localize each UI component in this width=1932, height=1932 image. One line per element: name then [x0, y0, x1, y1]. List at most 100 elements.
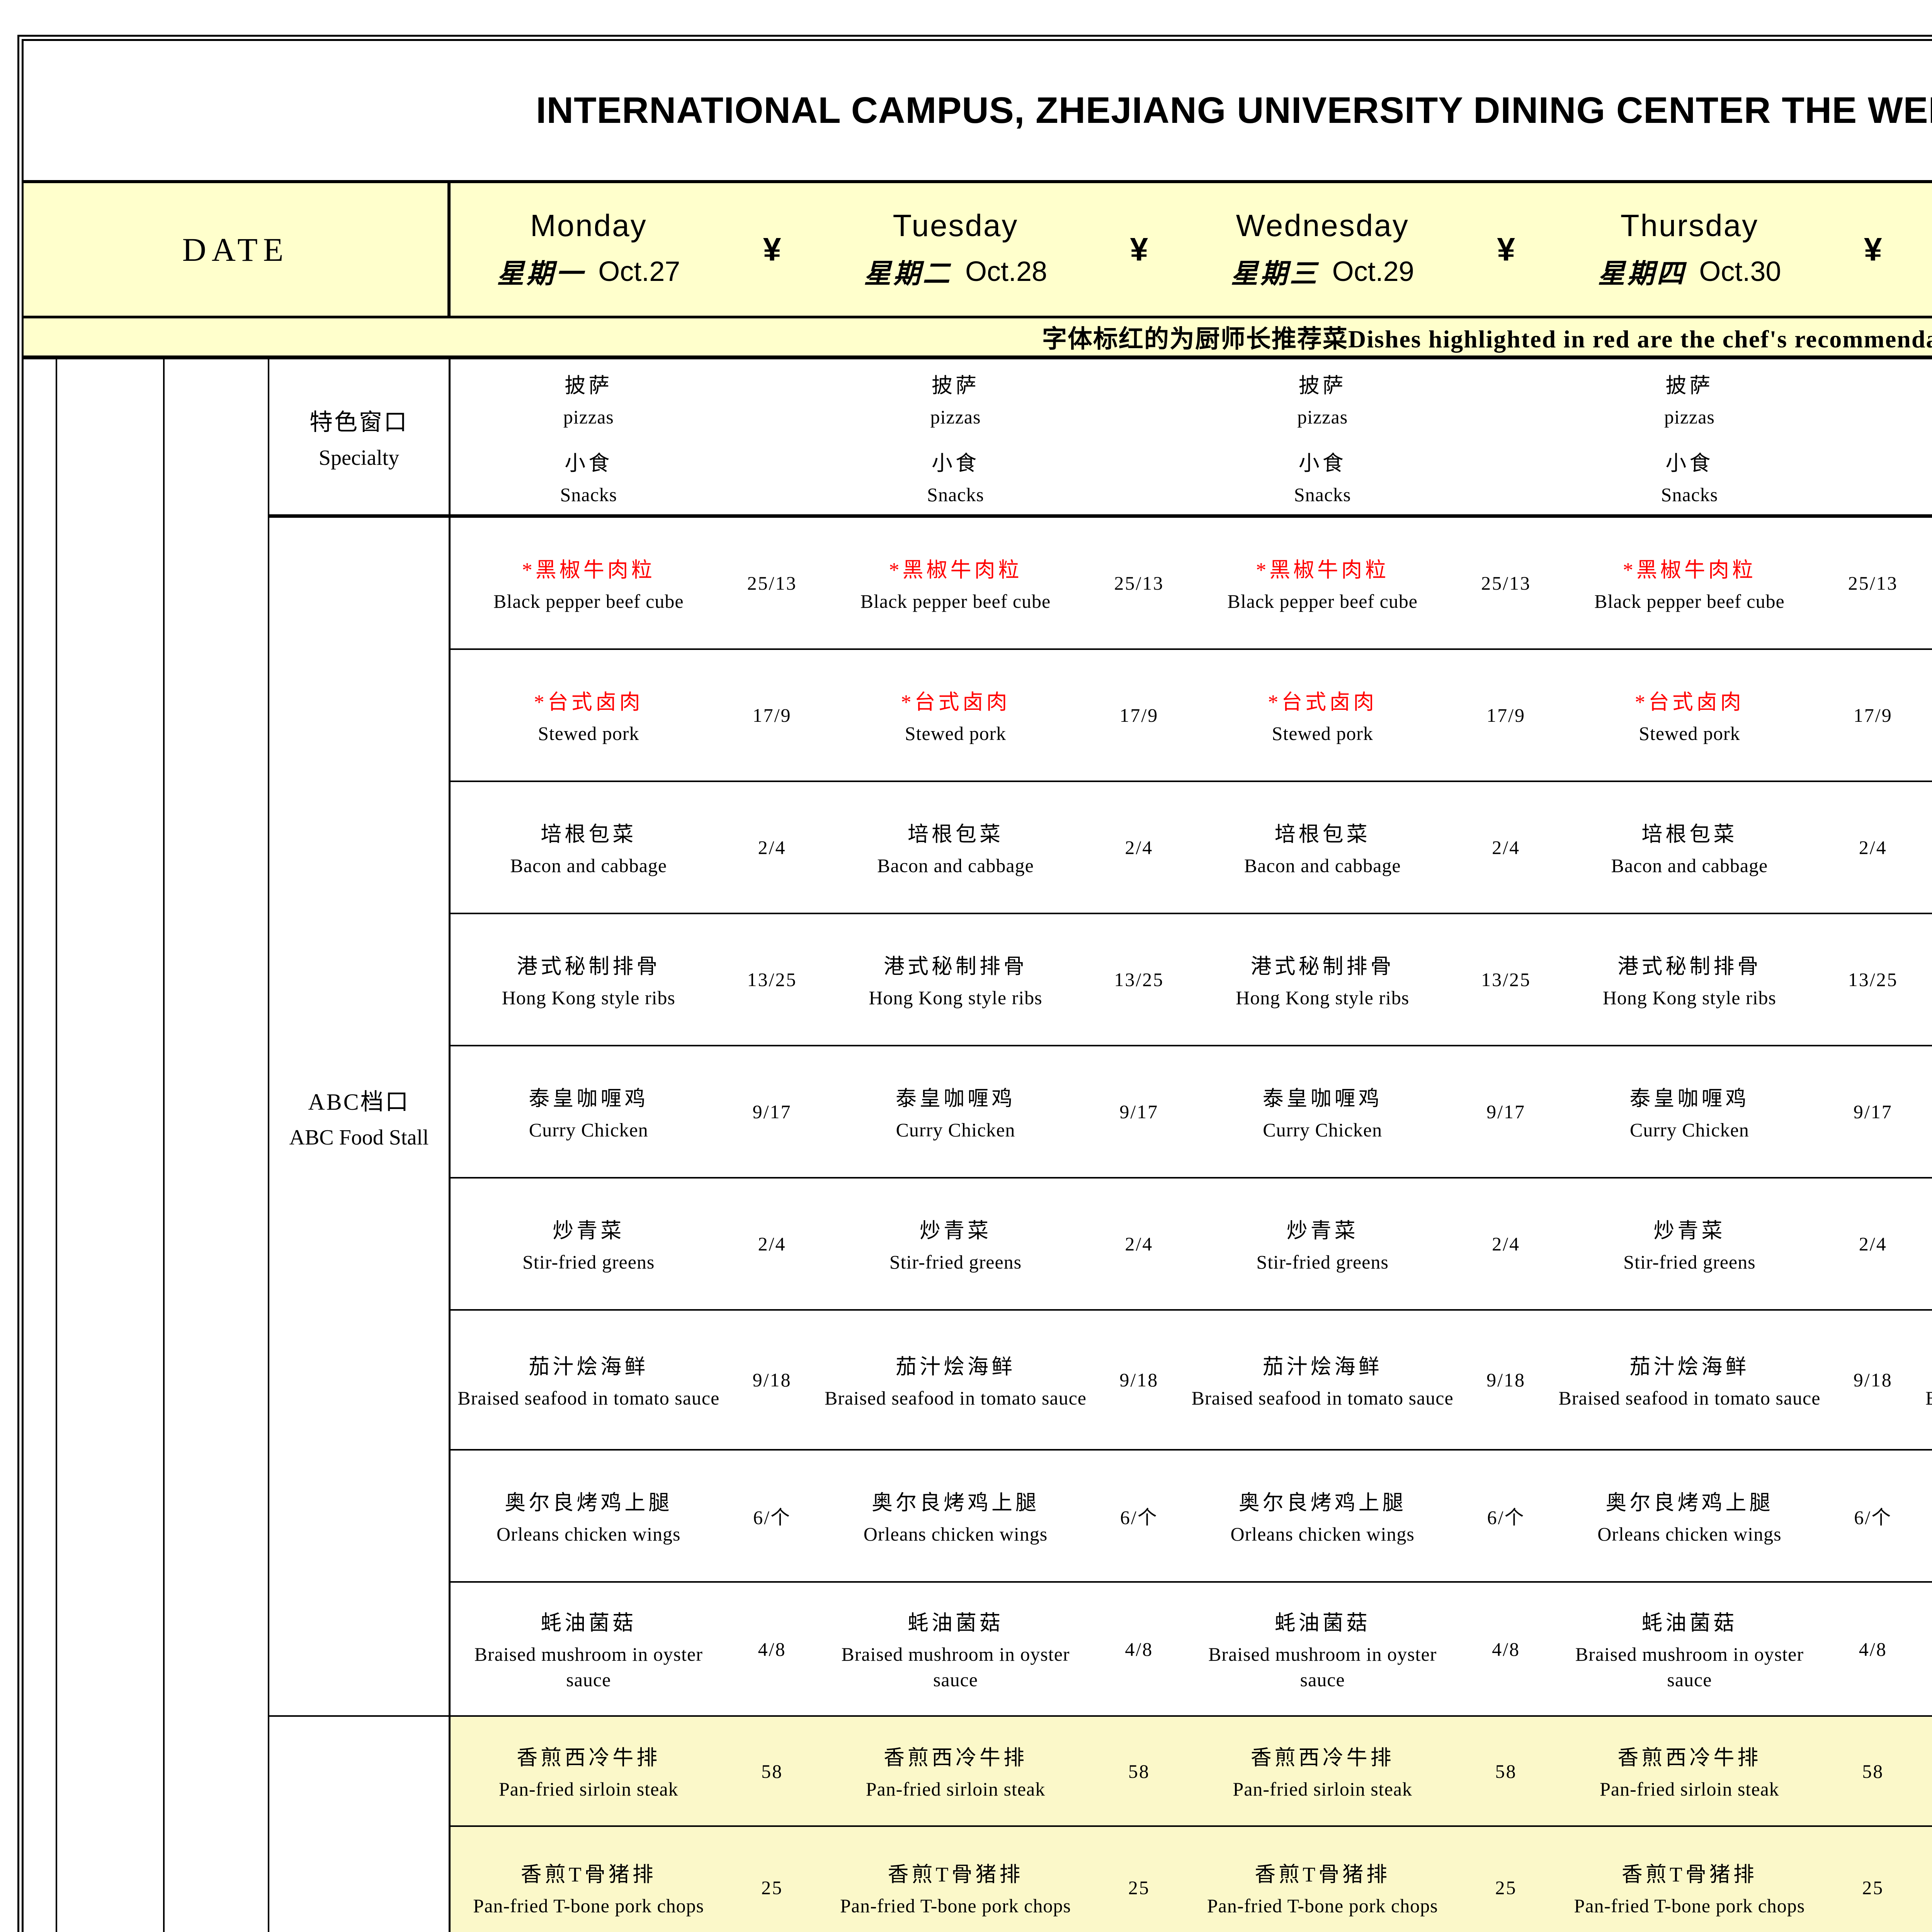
dish-price: 6/个 — [1120, 1507, 1158, 1528]
dish-price: 13/25 — [747, 969, 797, 990]
left-spacer-column-a — [57, 359, 165, 1932]
dish-price-cell: 25 — [1827, 1827, 1918, 1932]
dish-price-cell: 9/18 — [1460, 1311, 1552, 1451]
dish-price-cell: 58 — [1827, 1717, 1918, 1827]
dish-name-zh: 蚝油菌菇 — [907, 1611, 1003, 1634]
day-header-main: Tuesday 星期二 Oct.28 — [818, 183, 1094, 316]
day-date: Oct.29 — [1332, 256, 1414, 287]
dish-name-cell: 小食 Snacks — [451, 439, 727, 518]
dish-price: 4/8 — [1859, 1638, 1887, 1660]
dish-price-cell: 2/4 — [1827, 782, 1918, 914]
dish-name-en: Braised seafood in tomato sauce — [1925, 1385, 1932, 1411]
dish-name-en: Braised seafood in tomato sauce — [1558, 1387, 1821, 1409]
dish-name-en: Curry Chicken — [1630, 1119, 1749, 1141]
dish-name-cell: 香煎T骨猪排 Pan-fried T-bone pork chops — [817, 1827, 1094, 1932]
dish-price: 13/25 — [1114, 969, 1164, 990]
dish-price: 9/17 — [1853, 1101, 1893, 1122]
dish-name-zh-chef-recommended: *台式卤肉 — [1268, 690, 1378, 714]
dish-name-en: Black pepper beef cube — [493, 590, 684, 612]
dish-name-en: Black pepper beef cube — [1227, 590, 1418, 612]
day-date: Oct.30 — [1699, 256, 1781, 287]
date-header-row: DATE Monday 星期一 Oct.27 ¥ Tuesday 星期二 Oct.28 ¥ We… — [24, 183, 1932, 318]
dish-name-en: Orleans chicken wings — [497, 1523, 681, 1545]
dish-name-en: Braised mushroom in oyster sauce — [474, 1643, 703, 1690]
dish-price: 2/4 — [758, 1233, 786, 1255]
dish-name-cell: 泰皇咖喱鸡 Curry Chicken — [1551, 1046, 1828, 1179]
dish-price-cell — [1094, 359, 1184, 439]
dish-price: 6/个 — [1487, 1507, 1525, 1528]
dish-price-cell — [727, 359, 818, 439]
dish-price: 2/4 — [1492, 1233, 1520, 1255]
dish-price-cell: 9/17 — [1094, 1046, 1185, 1179]
menu-grid: 特色窗口 Specialty ABC档口 ABC Food Stall 披萨 pizzas… — [24, 359, 1932, 1932]
dish-price-cell: 9/18 — [1094, 1311, 1185, 1451]
dish-name-zh: 培根包菜 — [907, 822, 1003, 846]
stall-name-en: Specialty — [318, 446, 400, 470]
dish-name-zh: 茄汁烩海鲜 — [1629, 1355, 1750, 1378]
day-name-zh: 星期二 — [864, 259, 952, 289]
dish-price-cell: 9/18 — [726, 1311, 818, 1451]
dish-price-cell: 4/8 — [1094, 1583, 1185, 1717]
day-subline: 星期一 Oct.27 — [497, 252, 680, 291]
dish-name-zh: 香煎T骨猪排 — [1255, 1862, 1391, 1886]
dish-name-en: Stir-fried greens — [889, 1251, 1022, 1273]
dish-price-cell — [1094, 439, 1185, 518]
dish-name-zh: 茄汁烩海鲜 — [1262, 1355, 1383, 1378]
dish-name-en: pizzas — [1664, 406, 1715, 428]
dish-name-cell: 香煎西冷牛排 Pan-fried sirloin steak — [817, 1717, 1094, 1827]
dish-name-en: pizzas — [563, 406, 614, 428]
dish-price: 9/18 — [752, 1369, 792, 1391]
dish-name-zh: 炒青菜 — [1653, 1219, 1726, 1242]
dish-price: 2/4 — [758, 837, 786, 858]
dish-name-cell: 香煎T骨猪排 Pan-fried T-bone pork chops — [451, 1827, 727, 1932]
dish-price: 25/13 — [1848, 572, 1898, 594]
dish-price-cell: 4/8 — [726, 1583, 818, 1717]
day-name-en: Thursday — [1620, 208, 1759, 243]
dish-name-en: Pan-fried sirloin steak — [1600, 1778, 1779, 1800]
dish-price-cell: 25 — [726, 1827, 818, 1932]
day-subline: 星期四 Oct.30 — [1598, 252, 1781, 291]
dish-name-en: Stewed pork — [538, 722, 639, 744]
yen-icon: ¥ — [1130, 231, 1148, 267]
dish-name-zh-chef-recommended: *台式卤肉 — [1634, 690, 1744, 714]
left-edge-column — [24, 359, 57, 1932]
dish-name-zh: 小食 — [1665, 451, 1714, 475]
dish-name-cell: 小食 Snacks — [1184, 439, 1461, 518]
dish-price-cell: 17/9 — [1460, 650, 1552, 782]
dish-name-zh: 奥尔良烤鸡上腿 — [1238, 1491, 1406, 1514]
dish-name-en: Pan-fried sirloin steak — [1233, 1778, 1412, 1800]
dish-name-zh: 培根包菜 — [541, 822, 637, 846]
dish-name-zh: 炒青菜 — [919, 1219, 992, 1242]
dish-price-cell: 13/25 — [726, 914, 818, 1046]
yen-icon: ¥ — [763, 231, 781, 267]
day-header-thursday: Thursday 星期四 Oct.30 ¥ — [1551, 183, 1918, 316]
dish-price-cell: 4/8 — [1827, 1583, 1918, 1717]
dish-name-zh: 茄汁烩海鲜 — [895, 1355, 1015, 1378]
dish-name-zh: 蚝油菌菇 — [541, 1611, 637, 1634]
dish-name-en: Stir-fried greens — [1256, 1251, 1389, 1273]
dish-name-zh: 奥尔良烤鸡上腿 — [871, 1491, 1039, 1514]
dish-name-zh: 港式秘制排骨 — [517, 954, 661, 978]
dish-name-zh: 港式秘制排骨 — [1250, 954, 1395, 978]
day-header-wednesday: Wednesday 星期三 Oct.29 ¥ — [1184, 183, 1551, 316]
dish-name-zh: 泰皇咖喱鸡 — [1262, 1087, 1383, 1110]
dish-name-zh: 披萨 — [1298, 374, 1347, 397]
